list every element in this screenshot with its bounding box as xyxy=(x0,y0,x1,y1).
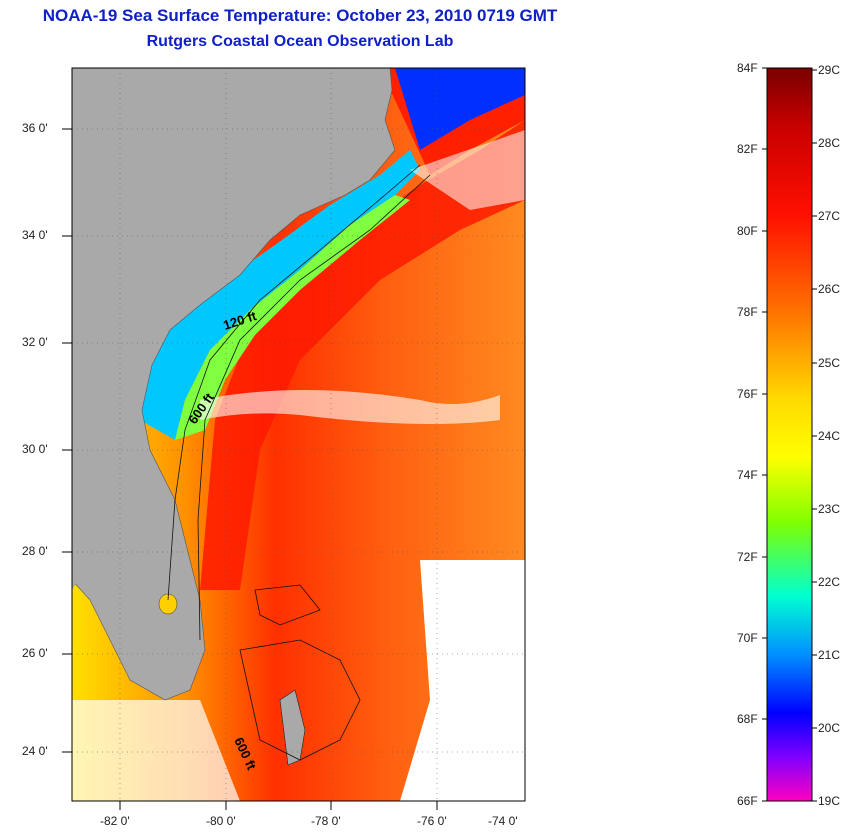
cb-c-19: 19C xyxy=(818,794,841,808)
cb-f-82: 82F xyxy=(737,142,758,156)
lat-label-26: 26 0' xyxy=(22,646,48,660)
cb-f-78: 78F xyxy=(737,305,758,319)
cb-c-24: 24C xyxy=(818,429,841,443)
cb-f-76: 76F xyxy=(737,387,758,401)
graticule xyxy=(72,68,525,801)
cb-f-68: 68F xyxy=(737,712,758,726)
cold-water-north xyxy=(395,68,525,150)
colorbar xyxy=(766,67,813,802)
cb-f-74: 74F xyxy=(737,468,758,482)
cb-c-29: 29C xyxy=(818,63,841,77)
lat-label-24: 24 0' xyxy=(22,744,48,758)
cb-f-84: 84F xyxy=(737,61,758,75)
cb-f-66: 66F xyxy=(737,794,758,808)
lat-label-28: 28 0' xyxy=(22,544,48,558)
lat-label-36: 36 0' xyxy=(22,121,48,135)
cb-c-25: 25C xyxy=(818,356,841,370)
cb-c-20: 20C xyxy=(818,721,841,735)
cb-f-72: 72F xyxy=(737,550,758,564)
lat-label-30: 30 0' xyxy=(22,442,48,456)
cloud-patch-1 xyxy=(410,130,525,210)
cloud-patch-2 xyxy=(200,390,500,424)
axis-ticks xyxy=(62,128,438,810)
cb-c-23: 23C xyxy=(818,502,841,516)
cb-c-22: 22C xyxy=(818,575,841,589)
lat-label-32: 32 0' xyxy=(22,335,48,349)
cb-f-80: 80F xyxy=(737,224,758,238)
us-landmass xyxy=(72,68,396,701)
lon-label-80: -80 0' xyxy=(206,814,236,828)
lake-okeechobee xyxy=(158,593,178,615)
lon-label-76: -76 0' xyxy=(417,814,447,828)
lat-label-34: 34 0' xyxy=(22,228,48,242)
map-area xyxy=(72,68,525,801)
shelf-mid-water xyxy=(175,195,410,440)
cloud-patch-3 xyxy=(400,560,525,801)
isobath-600ft xyxy=(197,174,431,641)
cb-c-28: 28C xyxy=(818,136,841,150)
colorbar-ticks xyxy=(762,67,817,802)
cb-c-26: 26C xyxy=(818,282,841,296)
cb-f-70: 70F xyxy=(737,631,758,645)
cb-c-21: 21C xyxy=(818,648,841,662)
gulf-stream-band xyxy=(200,120,525,590)
lon-label-82: -82 0' xyxy=(100,814,130,828)
map-frame xyxy=(71,67,526,802)
lon-label-74: -74 0' xyxy=(488,814,518,828)
shelf-cool-water xyxy=(140,150,420,440)
bahamas-andros xyxy=(279,689,306,766)
isobath-120ft xyxy=(167,164,421,601)
bahama-bank-contour xyxy=(254,584,321,626)
map-subtitle: Rutgers Coastal Ocean Observation Lab xyxy=(146,33,454,50)
gulf-coast-land xyxy=(72,488,90,590)
cb-c-27: 27C xyxy=(818,209,841,223)
cloud-patch-4 xyxy=(72,700,240,801)
lon-label-78: -78 0' xyxy=(311,814,341,828)
map-title: NOAA-19 Sea Surface Temperature: October… xyxy=(42,6,558,25)
bahama-bank-contour-2 xyxy=(239,639,361,761)
